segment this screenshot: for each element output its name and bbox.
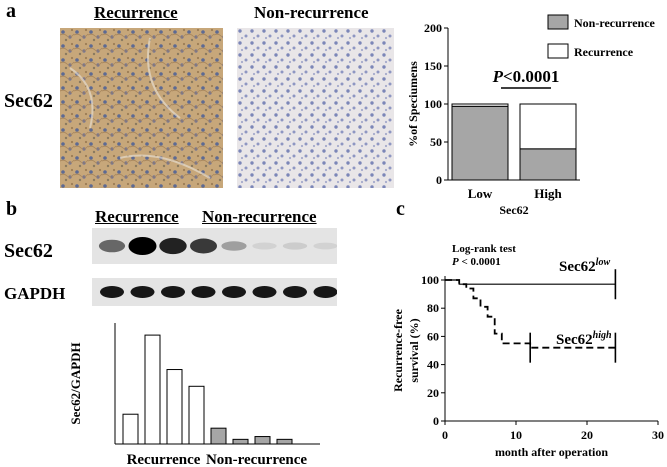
x-tick-label: 30 bbox=[652, 428, 664, 442]
legend-swatch bbox=[547, 43, 569, 59]
y-tick-label: 200 bbox=[424, 21, 442, 35]
legend-label: Non-recurrence bbox=[574, 16, 656, 30]
gapdh-band bbox=[313, 286, 337, 298]
blot-header-recurrence: Recurrence bbox=[95, 207, 179, 226]
western-blot bbox=[92, 228, 337, 306]
panel-b-label: b bbox=[6, 198, 18, 220]
survival-curve-low bbox=[445, 279, 616, 285]
blot-row-gapdh: GAPDH bbox=[4, 284, 66, 303]
y-tick-label: 100 bbox=[424, 97, 442, 111]
gapdh-band bbox=[130, 286, 155, 298]
y-tick-label: 60 bbox=[427, 329, 439, 343]
gapdh-band bbox=[283, 286, 307, 298]
nonrecurrence-column-title: Non-recurrence bbox=[254, 3, 369, 22]
y-tick-label: 150 bbox=[424, 59, 442, 73]
curve-label-low: Sec62low bbox=[559, 257, 610, 275]
survival-chart: 0 20 40 60 80 100 0 10 20 30 month after operation… bbox=[391, 243, 664, 459]
stacked-bar-segment bbox=[519, 103, 577, 150]
x-tick-label: 10 bbox=[510, 428, 522, 442]
x-tick-label: 20 bbox=[581, 428, 593, 442]
gapdh-band bbox=[161, 286, 185, 298]
stacked-bar-chart: 0 50 100 150 200 %of Speciumens Low High Sec62 No… bbox=[406, 14, 656, 215]
y-axis-label-line1: Recurrence-free bbox=[391, 308, 405, 392]
sec62-band bbox=[313, 242, 337, 250]
y-tick-label: 80 bbox=[427, 301, 439, 315]
density-bar bbox=[188, 385, 205, 445]
y-tick-label: 0 bbox=[433, 414, 439, 428]
stacked-bar-segment bbox=[519, 148, 577, 181]
y-tick-label: 20 bbox=[427, 386, 439, 400]
density-bar bbox=[232, 438, 249, 445]
y-axis-label-line2: survival (%) bbox=[407, 318, 421, 382]
curve-label-high: Sec62high bbox=[556, 330, 612, 348]
blot-header-nonrecurrence: Non-recurrence bbox=[202, 207, 317, 226]
gapdh-band bbox=[222, 286, 246, 298]
gapdh-band bbox=[100, 286, 124, 298]
sec62-row-label: Sec62 bbox=[4, 90, 53, 112]
y-tick-label: 50 bbox=[430, 135, 442, 149]
densitometry-bar-chart: Sec62/GAPDH Recurrence Non-recurrence bbox=[68, 323, 320, 467]
legend-swatch bbox=[547, 14, 569, 30]
panel-c-label: c bbox=[396, 198, 405, 220]
density-bar bbox=[276, 438, 293, 445]
blot-row-sec62: Sec62 bbox=[4, 240, 53, 262]
y-axis-label: Sec62/GAPDH bbox=[68, 342, 83, 424]
sec62-band bbox=[252, 242, 277, 250]
sec62-band bbox=[282, 242, 308, 250]
group-label-recurrence: Recurrence bbox=[127, 452, 201, 467]
ihc-image-recurrence bbox=[60, 28, 223, 188]
x-tick-label: High bbox=[534, 186, 562, 201]
group-label-nonrecurrence: Non-recurrence bbox=[206, 452, 307, 467]
x-tick-label: Low bbox=[468, 186, 493, 201]
density-bar bbox=[210, 427, 227, 445]
y-tick-label: 0 bbox=[436, 173, 442, 187]
y-tick-label: 40 bbox=[427, 358, 439, 372]
density-bar bbox=[166, 369, 183, 445]
density-bar bbox=[144, 334, 161, 445]
x-tick-label: 0 bbox=[442, 428, 448, 442]
recurrence-column-title: Recurrence bbox=[94, 3, 178, 22]
panel-a-label: a bbox=[6, 0, 16, 22]
density-bar bbox=[122, 413, 139, 445]
stacked-bar-segment bbox=[451, 105, 509, 181]
density-bar bbox=[254, 436, 271, 445]
ihc-image-nonrecurrence bbox=[237, 28, 394, 188]
y-axis-label: %of Speciumens bbox=[406, 61, 420, 147]
sec62-band bbox=[159, 237, 187, 255]
sec62-band bbox=[190, 238, 217, 254]
survival-curve-high bbox=[445, 279, 616, 349]
sec62-band bbox=[221, 241, 247, 251]
x-axis-label: month after operation bbox=[495, 445, 608, 459]
x-axis-label: Sec62 bbox=[499, 203, 528, 215]
legend-label: Recurrence bbox=[574, 45, 634, 59]
stacked-bar-segment bbox=[451, 103, 509, 107]
sec62-band bbox=[98, 239, 126, 253]
gapdh-band bbox=[191, 286, 216, 298]
sec62-band bbox=[128, 237, 157, 255]
y-tick-label: 100 bbox=[421, 273, 439, 287]
gapdh-band bbox=[252, 286, 277, 298]
p-value-annotation: P<0.0001 bbox=[492, 67, 560, 86]
log-rank-label: Log-rank test bbox=[452, 243, 516, 255]
log-rank-p-value: P < 0.0001 bbox=[452, 256, 501, 268]
